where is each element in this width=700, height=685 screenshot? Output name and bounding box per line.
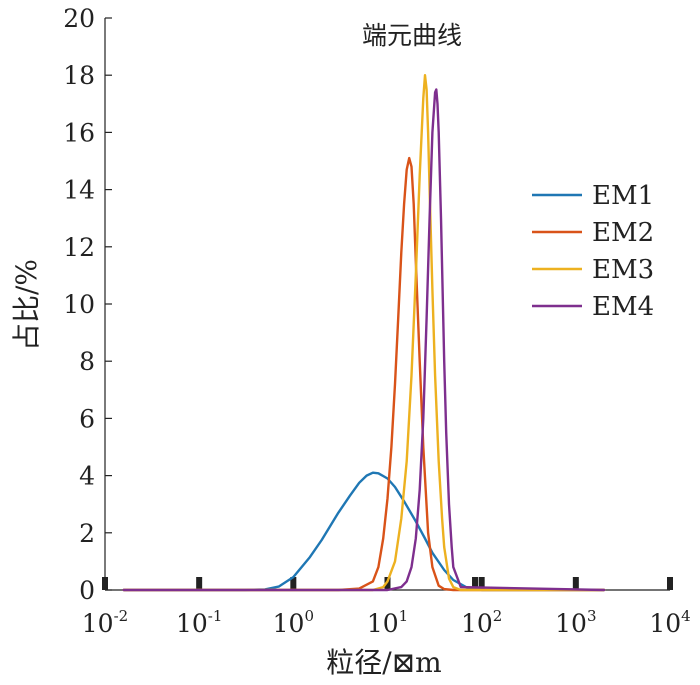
y-axis-label: 占比/% xyxy=(10,259,43,351)
x-tick xyxy=(478,577,485,590)
y-tick-label: 6 xyxy=(79,404,95,433)
y-tick-label: 8 xyxy=(79,347,95,376)
x-tick-base: 10 xyxy=(367,609,399,638)
chart-title: 端元曲线 xyxy=(362,21,462,50)
y-tick-label: 18 xyxy=(63,61,95,90)
y-tick-label: 16 xyxy=(63,118,95,147)
x-tick-label: 10-1 xyxy=(176,607,222,638)
y-tick-label: 20 xyxy=(63,4,95,33)
series-line-em4 xyxy=(122,88,606,592)
x-tick xyxy=(667,577,673,590)
x-tick-exponent: -1 xyxy=(208,607,223,625)
series-line-em1 xyxy=(122,471,606,592)
y-tick-label: 10 xyxy=(63,290,95,319)
legend-label-em3: EM3 xyxy=(592,255,654,285)
x-tick-label: 101 xyxy=(367,607,408,638)
legend: EM1 EM2 EM3 EM4 xyxy=(532,181,654,322)
x-tick-label: 102 xyxy=(461,607,502,638)
x-tick-exponent: 4 xyxy=(681,607,691,625)
x-tick-exponent: 2 xyxy=(493,607,503,625)
x-tick-label: 100 xyxy=(273,607,314,638)
x-tick-exponent: 3 xyxy=(587,607,597,625)
x-tick xyxy=(472,577,479,590)
x-tick xyxy=(102,577,108,590)
x-tick-base: 10 xyxy=(461,609,493,638)
legend-label-em2: EM2 xyxy=(592,218,654,248)
legend-label-em4: EM4 xyxy=(592,292,654,322)
y-tick-label: 12 xyxy=(63,233,95,262)
x-axis-label: 粒径/⊠m xyxy=(326,646,441,679)
x-tick xyxy=(196,577,203,590)
y-tick-label: 0 xyxy=(79,576,95,605)
x-tick-exponent: 0 xyxy=(304,607,314,625)
x-tick xyxy=(572,577,579,590)
x-tick-label: 104 xyxy=(649,607,690,638)
x-tick-base: 10 xyxy=(273,609,305,638)
y-tick-label: 14 xyxy=(63,176,95,205)
x-tick xyxy=(290,577,297,590)
y-tick-label: 2 xyxy=(79,519,95,548)
x-tick-label: 10-2 xyxy=(82,607,128,638)
x-tick-exponent: 1 xyxy=(399,607,409,625)
x-tick-label: 103 xyxy=(555,607,596,638)
y-tick-label: 4 xyxy=(79,462,95,491)
x-tick xyxy=(384,577,391,590)
x-tick-exponent: -2 xyxy=(114,607,129,625)
series-line-em3 xyxy=(122,74,606,592)
x-tick-base: 10 xyxy=(649,609,681,638)
legend-label-em1: EM1 xyxy=(592,181,654,211)
series-line-em2 xyxy=(122,156,606,592)
series-layer xyxy=(122,74,606,592)
x-tick-base: 10 xyxy=(555,609,587,638)
x-tick-base: 10 xyxy=(176,609,208,638)
x-tick-base: 10 xyxy=(82,609,114,638)
